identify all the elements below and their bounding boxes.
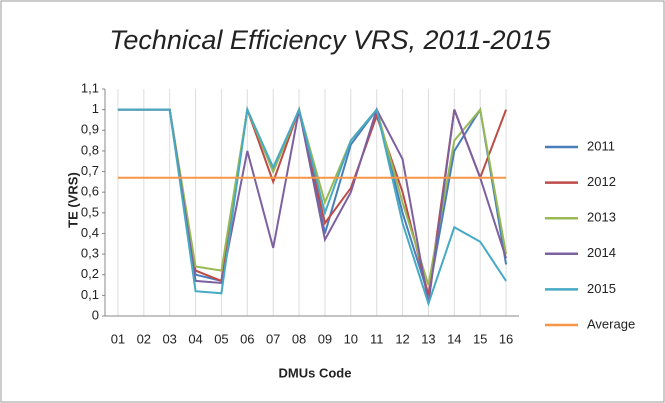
y-tick-label: 1 [92, 101, 99, 116]
x-tick-label: 09 [318, 331, 332, 346]
legend-label: Average [587, 316, 635, 331]
x-tick-label: 10 [344, 331, 358, 346]
y-tick-label: 0,2 [81, 266, 99, 281]
y-tick-label: 0,7 [81, 163, 99, 178]
x-tick-label: 14 [447, 331, 461, 346]
x-axis-title: DMUs Code [279, 365, 352, 380]
legend-label: 2014 [587, 245, 616, 260]
legend-label: 2012 [587, 174, 616, 189]
x-tick-label: 07 [266, 331, 280, 346]
x-tick-label: 15 [473, 331, 487, 346]
y-tick-label: 0,3 [81, 246, 99, 261]
y-tick-label: 0,5 [81, 204, 99, 219]
x-tick-label: 12 [395, 331, 409, 346]
y-tick-label: 0,1 [81, 287, 99, 302]
y-tick-label: 0,8 [81, 142, 99, 157]
x-tick-label: 06 [240, 331, 254, 346]
x-tick-label: 08 [292, 331, 306, 346]
x-tick-label: 04 [188, 331, 202, 346]
legend-label: 2011 [587, 138, 615, 153]
x-tick-label: 13 [421, 331, 435, 346]
y-tick-label: 0,4 [81, 225, 99, 240]
x-tick-label: 03 [162, 331, 176, 346]
x-tick-label: 02 [137, 331, 151, 346]
y-tick-label: 0,6 [81, 184, 99, 199]
y-tick-label: 0 [92, 307, 99, 322]
y-tick-label: 0,9 [81, 122, 99, 137]
x-tick-label: 05 [214, 331, 228, 346]
x-tick-label: 16 [499, 331, 513, 346]
x-tick-label: 01 [111, 331, 125, 346]
chart-title: Technical Efficiency VRS, 2011-2015 [109, 25, 551, 55]
y-axis-title: TE (VRS) [65, 172, 80, 228]
legend-label: 2013 [587, 210, 616, 225]
series-line [117, 106, 507, 307]
x-tick-label: 11 [370, 331, 384, 346]
y-tick-label: 1,1 [81, 80, 99, 95]
legend-label: 2015 [587, 281, 616, 296]
